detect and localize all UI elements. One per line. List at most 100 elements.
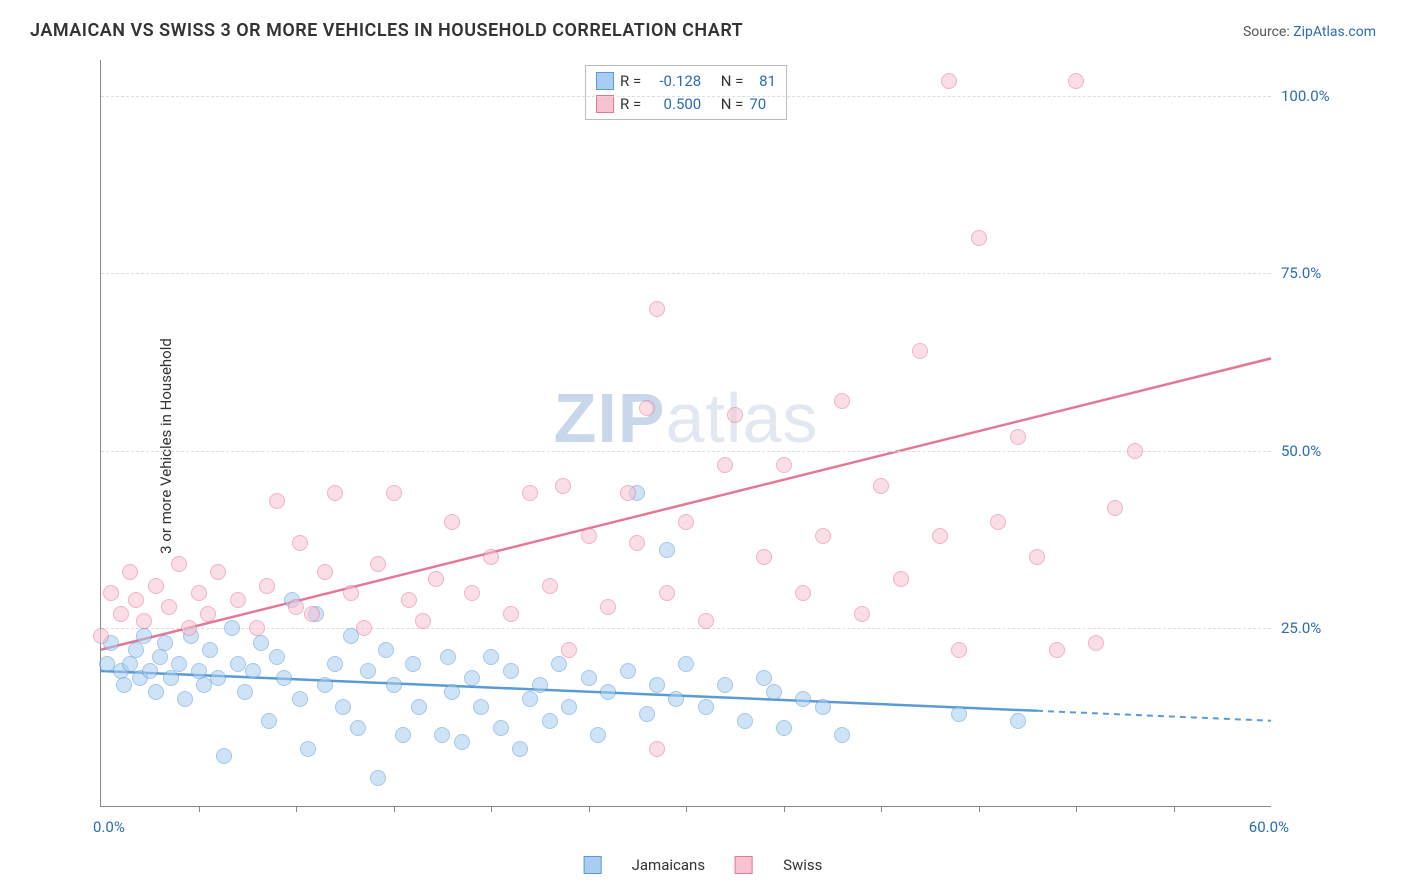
scatter-point <box>253 635 269 651</box>
scatter-point <box>386 677 402 693</box>
scatter-point <box>941 73 957 89</box>
trend-line-layer <box>101 60 1271 806</box>
xtick <box>1174 806 1175 812</box>
scatter-point <box>300 741 316 757</box>
scatter-point <box>815 528 831 544</box>
scatter-plot: ZIPatlas R = -0.128 N = 81 R = 0.500 N =… <box>100 60 1271 807</box>
source-link[interactable]: ZipAtlas.com <box>1293 24 1376 40</box>
scatter-point <box>304 606 320 622</box>
scatter-point <box>542 578 558 594</box>
scatter-point <box>122 564 138 580</box>
xtick <box>979 806 980 812</box>
scatter-point <box>210 670 226 686</box>
scatter-point <box>464 585 480 601</box>
scatter-point <box>951 642 967 658</box>
scatter-point <box>249 620 265 636</box>
scatter-point <box>317 677 333 693</box>
scatter-point <box>717 457 733 473</box>
scatter-point <box>756 549 772 565</box>
scatter-point <box>795 585 811 601</box>
scatter-point <box>659 542 675 558</box>
scatter-point <box>370 770 386 786</box>
scatter-point <box>590 727 606 743</box>
xtick <box>784 806 785 812</box>
scatter-point <box>428 571 444 587</box>
scatter-point <box>600 684 616 700</box>
scatter-point <box>990 514 1006 530</box>
scatter-point <box>1088 635 1104 651</box>
scatter-point <box>620 663 636 679</box>
scatter-point <box>434 727 450 743</box>
scatter-point <box>649 677 665 693</box>
stats-n-value-jamaicans: 81 <box>759 70 776 93</box>
scatter-point <box>776 720 792 736</box>
scatter-point <box>327 485 343 501</box>
xtick <box>589 806 590 812</box>
scatter-point <box>202 642 218 658</box>
scatter-point <box>854 606 870 622</box>
scatter-point <box>678 656 694 672</box>
scatter-point <box>163 670 179 686</box>
scatter-point <box>795 691 811 707</box>
xtick <box>686 806 687 812</box>
correlation-stats-box: R = -0.128 N = 81 R = 0.500 N = 70 <box>585 65 787 120</box>
swatch-jamaicans <box>596 72 614 90</box>
scatter-point <box>483 649 499 665</box>
scatter-point <box>639 400 655 416</box>
scatter-point <box>912 343 928 359</box>
scatter-point <box>932 528 948 544</box>
scatter-point <box>629 535 645 551</box>
scatter-point <box>171 656 187 672</box>
scatter-point <box>737 713 753 729</box>
scatter-point <box>210 564 226 580</box>
scatter-point <box>542 713 558 729</box>
scatter-point <box>444 684 460 700</box>
scatter-point <box>659 585 675 601</box>
scatter-point <box>1107 500 1123 516</box>
scatter-point <box>555 478 571 494</box>
scatter-point <box>1010 713 1026 729</box>
scatter-point <box>581 670 597 686</box>
scatter-point <box>1068 73 1084 89</box>
scatter-point <box>276 670 292 686</box>
x-min-label: 0.0% <box>93 818 125 836</box>
gridline-h <box>101 96 1271 97</box>
plot-container: 3 or more Vehicles in Household ZIPatlas… <box>50 55 1366 837</box>
scatter-point <box>356 620 372 636</box>
scatter-point <box>649 741 665 757</box>
scatter-point <box>698 699 714 715</box>
gridline-h <box>101 628 1271 629</box>
scatter-point <box>561 699 577 715</box>
scatter-point <box>512 741 528 757</box>
scatter-point <box>161 599 177 615</box>
scatter-point <box>893 571 909 587</box>
xtick <box>296 806 297 812</box>
scatter-point <box>639 706 655 722</box>
scatter-point <box>292 535 308 551</box>
scatter-point <box>440 649 456 665</box>
scatter-point <box>317 564 333 580</box>
scatter-point <box>698 613 714 629</box>
scatter-point <box>335 699 351 715</box>
ytick-label: 25.0% <box>1281 619 1351 637</box>
xtick <box>881 806 882 812</box>
scatter-point <box>401 592 417 608</box>
scatter-point <box>386 485 402 501</box>
scatter-point <box>766 684 782 700</box>
scatter-point <box>269 493 285 509</box>
scatter-point <box>142 663 158 679</box>
scatter-point <box>200 606 216 622</box>
scatter-point <box>411 699 427 715</box>
scatter-point <box>444 514 460 530</box>
scatter-point <box>815 699 831 715</box>
xtick <box>199 806 200 812</box>
scatter-point <box>230 592 246 608</box>
scatter-point <box>216 748 232 764</box>
scatter-point <box>327 656 343 672</box>
scatter-point <box>483 549 499 565</box>
scatter-point <box>269 649 285 665</box>
scatter-point <box>292 691 308 707</box>
scatter-point <box>224 620 240 636</box>
scatter-point <box>971 230 987 246</box>
scatter-point <box>581 528 597 544</box>
